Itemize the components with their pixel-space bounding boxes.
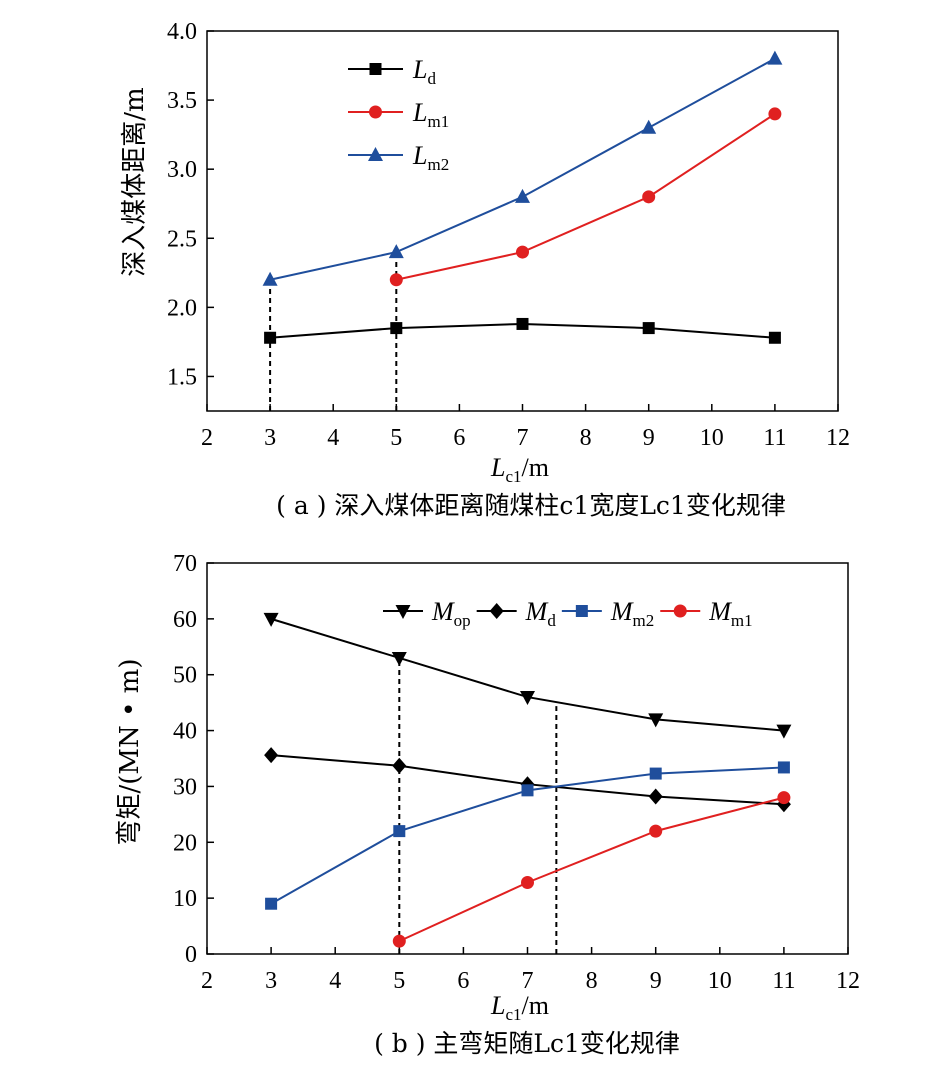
- x-tick-label: 11: [772, 968, 795, 994]
- legend-label: Mm1: [708, 597, 752, 630]
- series-line-mm1: [398, 796, 785, 943]
- x-tick-label: 4: [329, 968, 341, 994]
- legend-marker: [489, 603, 504, 619]
- x-tick-label: 5: [393, 968, 405, 994]
- data-point-mm2: [393, 825, 406, 838]
- y-tick-label: 50: [173, 663, 197, 689]
- x-axis-title: Lc1/m: [490, 453, 549, 486]
- data-point-mm2: [521, 784, 534, 797]
- legend-marker: [575, 605, 588, 617]
- data-point-lm2: [262, 271, 278, 286]
- data-point-mm1: [392, 934, 406, 948]
- y-axis-title: 弯矩/(MN • m): [115, 659, 145, 846]
- x-tick-label: 10: [700, 425, 724, 451]
- data-point-mop: [776, 724, 792, 739]
- data-point-mm1: [649, 824, 663, 838]
- data-point-lm2: [641, 119, 657, 134]
- x-tick-label: 12: [836, 968, 860, 994]
- data-point-mm1: [521, 876, 534, 890]
- data-point-lm2: [515, 188, 530, 203]
- data-point-mm2: [649, 767, 662, 780]
- x-tick-label: 6: [457, 968, 469, 994]
- data-point-ld: [642, 322, 655, 335]
- data-point-lm1: [389, 273, 403, 287]
- figure-caption: ( b ) 主弯矩随Lc1变化规律: [374, 1029, 680, 1058]
- y-tick-label: 1.5: [167, 364, 197, 390]
- legend-marker: [673, 604, 687, 618]
- data-point-mm2: [777, 761, 790, 774]
- x-tick-label: 9: [643, 425, 655, 451]
- y-tick-label: 2.5: [167, 226, 197, 252]
- data-point-mm1: [777, 791, 791, 805]
- x-tick-label: 7: [522, 968, 534, 994]
- x-tick-label: 6: [453, 425, 465, 451]
- legend-label: Md: [525, 597, 557, 630]
- x-tick-label: 12: [826, 425, 850, 451]
- data-point-ld: [768, 331, 781, 344]
- y-tick-label: 10: [173, 886, 197, 912]
- data-point-mm2: [265, 897, 278, 910]
- data-point-lm1: [768, 107, 782, 121]
- legend-label: Lm1: [412, 98, 449, 131]
- data-point-ld: [264, 331, 277, 344]
- y-tick-label: 60: [173, 607, 197, 633]
- data-point-md: [264, 747, 279, 764]
- chart-panel-b: 2 3 4 5 6 7 8 9 10 11 12 0 10 20 30 40 50 60 70 Mop Md Mm2 Mm1…: [115, 551, 860, 1058]
- series-line-mop: [270, 617, 784, 732]
- data-point-md: [392, 757, 407, 774]
- y-tick-label: 2.0: [167, 295, 197, 321]
- plot-frame: [206, 30, 839, 412]
- x-tick-label: 4: [327, 425, 339, 451]
- legend-label: Mop: [431, 597, 471, 630]
- x-tick-label: 7: [517, 425, 529, 451]
- x-tick-label: 11: [763, 425, 786, 451]
- data-point-mop: [648, 713, 664, 728]
- figure-caption: ( a ) 深入煤体距离随煤柱c1宽度Lc1变化规律: [276, 491, 786, 520]
- data-point-lm2: [767, 50, 783, 65]
- legend-marker: [369, 63, 382, 75]
- legend-label: Ld: [412, 55, 436, 88]
- x-tick-label: 10: [708, 968, 732, 994]
- legend-label: Mm2: [610, 597, 654, 630]
- data-point-ld: [390, 322, 403, 335]
- y-tick-label: 0: [185, 942, 197, 968]
- y-tick-label: 4.0: [167, 19, 197, 45]
- x-tick-label: 2: [201, 425, 213, 451]
- y-tick-label: 3.5: [167, 88, 197, 114]
- y-tick-label: 20: [173, 830, 197, 856]
- data-point-lm1: [642, 190, 656, 204]
- y-tick-label: 3.0: [167, 157, 197, 183]
- x-tick-label: 9: [650, 968, 662, 994]
- data-point-md: [648, 788, 663, 805]
- data-point-lm1: [516, 245, 529, 259]
- series-line-lm1: [396, 113, 776, 281]
- data-point-mop: [391, 651, 407, 666]
- data-point-mop: [520, 691, 535, 706]
- x-tick-label: 2: [201, 968, 213, 994]
- x-tick-label: 3: [265, 968, 277, 994]
- legend-label: Lm2: [412, 141, 449, 174]
- data-point-ld: [516, 317, 529, 330]
- x-tick-label: 5: [390, 425, 402, 451]
- data-point-mop: [263, 612, 279, 627]
- y-axis-title: 深入煤体距离/m: [120, 87, 150, 276]
- chart-panel-a: 2 3 4 5 6 7 8 9 10 11 12 1.5 2.0 2.5 3.0 3.5 4.0 Ld Lm1 Lm2…: [120, 19, 850, 520]
- x-tick-label: 8: [586, 968, 598, 994]
- y-tick-label: 70: [173, 551, 197, 577]
- legend-marker: [369, 105, 382, 119]
- data-point-lm2: [388, 244, 404, 259]
- legend-marker: [368, 147, 383, 161]
- y-tick-label: 30: [173, 774, 197, 800]
- x-tick-label: 8: [580, 425, 592, 451]
- x-axis-title: Lc1/m: [490, 991, 549, 1024]
- x-tick-label: 3: [264, 425, 276, 451]
- y-tick-label: 40: [173, 719, 197, 745]
- legend-marker: [395, 605, 411, 619]
